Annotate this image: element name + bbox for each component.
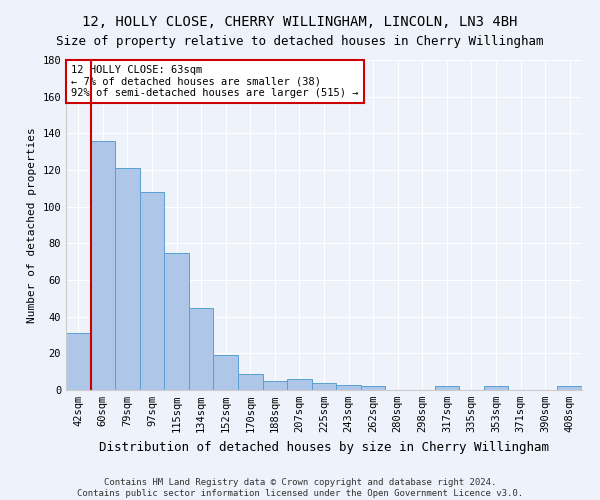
Bar bbox=[91, 140, 115, 390]
Bar bbox=[189, 308, 214, 390]
Bar bbox=[263, 381, 287, 390]
Y-axis label: Number of detached properties: Number of detached properties bbox=[27, 127, 37, 323]
Bar bbox=[434, 386, 459, 390]
Text: 12, HOLLY CLOSE, CHERRY WILLINGHAM, LINCOLN, LN3 4BH: 12, HOLLY CLOSE, CHERRY WILLINGHAM, LINC… bbox=[82, 15, 518, 29]
Bar bbox=[336, 384, 361, 390]
Bar bbox=[361, 386, 385, 390]
Bar bbox=[238, 374, 263, 390]
Text: 12 HOLLY CLOSE: 63sqm
← 7% of detached houses are smaller (38)
92% of semi-detac: 12 HOLLY CLOSE: 63sqm ← 7% of detached h… bbox=[71, 65, 359, 98]
Bar bbox=[140, 192, 164, 390]
Text: Contains HM Land Registry data © Crown copyright and database right 2024.
Contai: Contains HM Land Registry data © Crown c… bbox=[77, 478, 523, 498]
Bar bbox=[312, 382, 336, 390]
Bar bbox=[214, 355, 238, 390]
Bar bbox=[287, 379, 312, 390]
Bar bbox=[115, 168, 140, 390]
X-axis label: Distribution of detached houses by size in Cherry Willingham: Distribution of detached houses by size … bbox=[99, 440, 549, 454]
Bar bbox=[484, 386, 508, 390]
Bar bbox=[66, 333, 91, 390]
Bar bbox=[164, 252, 189, 390]
Bar bbox=[557, 386, 582, 390]
Text: Size of property relative to detached houses in Cherry Willingham: Size of property relative to detached ho… bbox=[56, 35, 544, 48]
